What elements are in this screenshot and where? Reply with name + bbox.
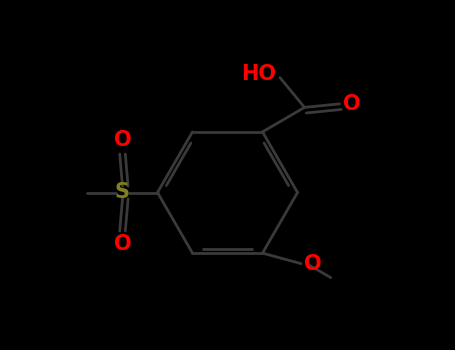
Text: O: O bbox=[114, 234, 131, 254]
Text: O: O bbox=[343, 94, 361, 114]
Text: HO: HO bbox=[242, 64, 277, 84]
Text: S: S bbox=[115, 182, 130, 203]
Text: O: O bbox=[304, 254, 321, 274]
Text: O: O bbox=[114, 131, 131, 150]
